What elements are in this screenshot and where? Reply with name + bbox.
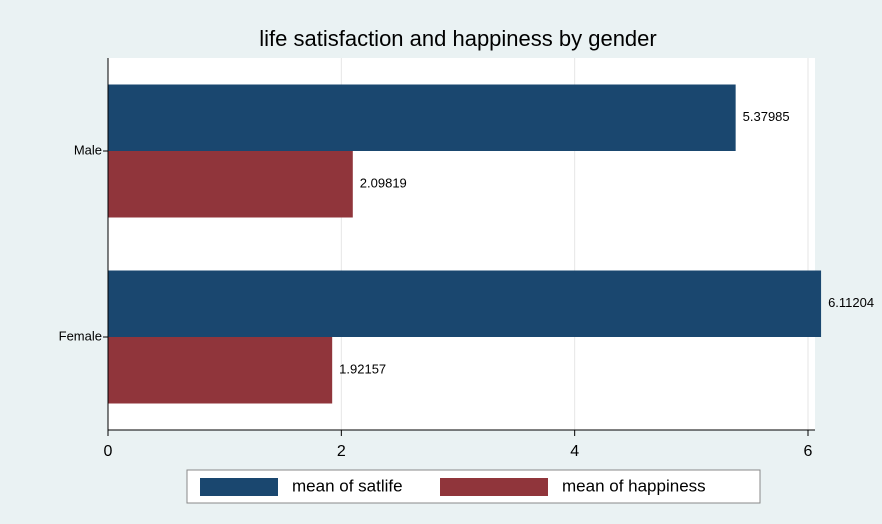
legend-swatch bbox=[200, 478, 278, 496]
bar bbox=[108, 84, 736, 151]
bars: Male 5.37985 2.09819 Female 6.11204 1.92157 bbox=[59, 84, 874, 404]
value-label: 6.11204 bbox=[828, 295, 874, 310]
x-tick-label: 4 bbox=[570, 443, 579, 460]
x-tick-label: 6 bbox=[804, 443, 813, 460]
value-label: 5.37985 bbox=[743, 109, 790, 124]
bar bbox=[108, 151, 353, 218]
x-tick-label: 2 bbox=[337, 443, 346, 460]
legend-label: mean of satlife bbox=[292, 476, 403, 495]
legend-label: mean of happiness bbox=[562, 476, 706, 495]
bar bbox=[108, 270, 822, 337]
x-tick-label: 0 bbox=[104, 443, 113, 460]
legend-items: mean of satlife mean of happiness bbox=[200, 476, 706, 496]
y-tick-label: Female bbox=[59, 328, 102, 343]
bar bbox=[108, 337, 333, 404]
legend-swatch bbox=[440, 478, 548, 496]
y-tick-label: Male bbox=[74, 142, 102, 157]
value-label: 1.92157 bbox=[339, 362, 386, 377]
chart-title: life satisfaction and happiness by gende… bbox=[259, 26, 656, 51]
value-label: 2.09819 bbox=[360, 176, 407, 191]
